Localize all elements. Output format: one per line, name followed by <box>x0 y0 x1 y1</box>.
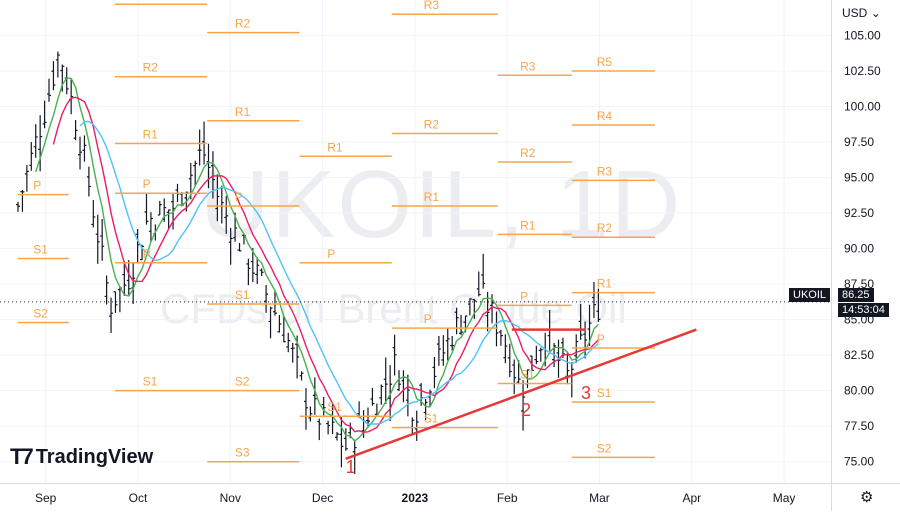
pivot-level-label: R4 <box>597 109 613 123</box>
price-tick-label: 90.00 <box>844 242 874 256</box>
moving-average-slow <box>79 120 599 426</box>
pivot-level-label: S1 <box>597 386 612 400</box>
pivot-level-label: P <box>597 332 605 346</box>
time-tick-label: Apr <box>682 491 701 505</box>
pivot-level-label: S1 <box>33 243 48 257</box>
axis-corner <box>831 483 900 511</box>
price-tick-label: 95.00 <box>844 171 874 185</box>
pivot-level-label: S2 <box>597 441 612 455</box>
time-axis[interactable]: Sep Oct Nov Dec 2023 Feb Mar Apr May <box>0 483 831 511</box>
pivot-level-label: S1 <box>235 288 250 302</box>
price-tick-label: 82.50 <box>844 348 874 362</box>
pivot-level-label: P <box>327 247 335 261</box>
touch-point-label: 3 <box>581 383 591 403</box>
time-tick-label: Sep <box>35 491 57 505</box>
time-tick-label: Mar <box>589 491 610 505</box>
pivot-level-label: R1 <box>235 105 251 119</box>
tv-logo-icon: T7 <box>10 444 34 469</box>
pivot-level-label: R5 <box>597 55 613 69</box>
pivot-level-label: R3 <box>597 164 613 178</box>
time-tick-label: May <box>773 491 796 505</box>
symbol-tag: UKOIL <box>789 288 831 302</box>
gear-icon[interactable]: ⚙ <box>860 489 874 506</box>
pivot-level-label: R2 <box>424 118 440 132</box>
pivot-level-label: R2 <box>597 221 613 235</box>
currency-selector[interactable]: USD ⌄ <box>842 6 881 20</box>
touch-point-label: 1 <box>346 457 356 477</box>
price-axis[interactable]: 105.00 102.50 100.00 97.50 95.00 92.50 90.00 87… <box>831 0 900 483</box>
price-tick-label: 77.50 <box>844 419 874 433</box>
price-chart[interactable]: R3 R2 R1 P S1 S2 R2 R1 P P S1 P S1 S2 S3 R1 P S1 R3 R2 R1 P S1… <box>0 0 831 483</box>
pivot-level-label: P <box>33 179 41 193</box>
pivot-level-label: S1 <box>327 400 342 414</box>
time-tick-label: Oct <box>129 491 148 505</box>
time-tick-label: Feb <box>497 491 518 505</box>
pivot-level-label: P <box>520 289 528 303</box>
pivot-level-label: S3 <box>235 446 250 460</box>
watermark-description: CFDs on Brent Crude Oil <box>160 285 627 332</box>
price-tick-label: 102.50 <box>844 64 881 78</box>
pivot-level-label: R1 <box>143 127 159 141</box>
pivot-level-label: S2 <box>235 375 250 389</box>
pivot-level-label: R2 <box>520 146 536 160</box>
pivot-level-label: R3 <box>424 0 440 12</box>
time-tick-label: Nov <box>220 491 241 505</box>
pivot-level-label: S1 <box>143 375 158 389</box>
price-tick-label: 92.50 <box>844 206 874 220</box>
time-axis-ticks: Sep Oct Nov Dec 2023 Feb Mar Apr May <box>35 491 796 505</box>
pivot-level-label: R3 <box>143 0 159 2</box>
pivot-level-label: S2 <box>33 306 48 320</box>
price-tick-label: 75.00 <box>844 455 874 469</box>
pivot-level-label: R1 <box>597 277 613 291</box>
tradingview-logo[interactable]: T7 TradingView <box>10 444 153 470</box>
support-trendline <box>345 328 697 461</box>
time-tick-label: Dec <box>312 491 333 505</box>
pivot-level-label: S1 <box>424 412 439 426</box>
chevron-down-icon: ⌄ <box>870 6 881 20</box>
currency-label: USD <box>842 6 868 20</box>
pivot-level-label: R3 <box>520 59 536 73</box>
pivot-level-label: S1 <box>520 368 535 382</box>
pivot-level-label: P <box>424 312 432 326</box>
watermark-symbol: UKOIL, 1D <box>200 151 683 258</box>
pivot-level-label: R1 <box>327 140 343 154</box>
time-tick-label: 2023 <box>402 491 429 505</box>
price-axis-ticks: 105.00 102.50 100.00 97.50 95.00 92.50 90.00 87… <box>844 29 881 469</box>
last-price-tag: 86.25 <box>838 288 874 302</box>
pivot-level-label: P <box>235 190 243 204</box>
moving-average-mid <box>52 96 599 434</box>
pivot-level-label: R2 <box>143 61 159 75</box>
moving-average-fast <box>35 77 599 442</box>
price-tick-label: 97.50 <box>844 135 874 149</box>
chart-plot-area[interactable]: UKOIL, 1D CFDs on Brent Crude Oil R3 R2 R1… <box>0 0 831 483</box>
price-tick-label: 87.50 <box>844 277 874 291</box>
pivot-level-label: R1 <box>424 190 440 204</box>
logo-text: TradingView <box>35 445 154 468</box>
price-tick-label: 105.00 <box>844 29 881 43</box>
price-tick-label: 100.00 <box>844 100 881 114</box>
pivot-level-label: P <box>143 247 151 261</box>
pivot-level-label: P <box>143 177 151 191</box>
touch-point-label: 2 <box>521 400 531 420</box>
countdown-tag: 14:53:04 <box>838 303 889 317</box>
price-tick-label: 80.00 <box>844 384 874 398</box>
pivot-level-label: R2 <box>235 17 251 31</box>
pivot-level-label: R1 <box>520 218 536 232</box>
